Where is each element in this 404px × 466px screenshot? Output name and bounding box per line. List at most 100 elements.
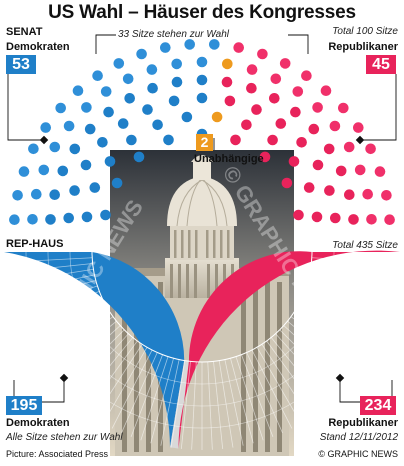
senate-seat-dem (55, 102, 66, 114)
senate-seat-dem (103, 106, 114, 118)
senate-seat-rep (335, 165, 347, 177)
senate-seat-rep (303, 182, 315, 193)
senate-seat-rep (354, 164, 366, 176)
senate-dem-label: Demokraten (6, 41, 70, 53)
senate-seat-rep (311, 211, 323, 223)
senate-seat-rep (308, 123, 320, 135)
senate-seat-rep (246, 64, 258, 75)
senate-seat-rep (281, 177, 293, 189)
senate-seat-dem (80, 159, 92, 171)
senate-seat-dem (92, 70, 103, 81)
senate-seat-ind (222, 58, 233, 70)
senate-seat-rep (374, 166, 386, 177)
senate-rep-label: Republikaner (328, 41, 398, 53)
senate-seat-rep (330, 212, 341, 224)
senate-seat-rep (230, 134, 241, 146)
senate-seat-rep (362, 188, 374, 200)
senate-seat-rep (365, 143, 376, 155)
senate-seat-dem (196, 92, 208, 104)
senate-seat-dem (49, 141, 61, 153)
senate-seat-dem (163, 134, 174, 146)
senate-seat-dem (27, 214, 38, 225)
senate-seat-dem (97, 137, 108, 148)
senate-seat-dem (18, 166, 30, 177)
brand-credit: © GRAPHIC NEWS (318, 449, 398, 459)
house-total: Total 435 Sitze (332, 240, 398, 251)
senate-seat-rep (270, 73, 282, 85)
senate-seat-dem (31, 188, 42, 200)
senate-chamber-chart (9, 39, 395, 225)
leader-markers (39, 135, 365, 383)
senate-ind-badge: 2 (196, 134, 213, 151)
senate-seat-dem (63, 120, 75, 132)
senate-seat-dem (104, 156, 116, 167)
senate-seat-rep (279, 58, 291, 69)
senate-seat-dem (142, 104, 153, 115)
senate-seat-rep (320, 85, 332, 96)
senate-seat-rep (324, 185, 335, 196)
senate-seat-rep (381, 190, 392, 201)
senate-seat-dem (57, 165, 69, 177)
house-ring (69, 251, 335, 385)
senate-seat-rep (301, 70, 312, 81)
senate-seat-dem (12, 190, 23, 201)
senate-seat-rep (338, 102, 349, 114)
senate-seat-ind (211, 111, 223, 123)
senate-seat-rep (348, 214, 359, 225)
senate-seat-dem (181, 111, 193, 123)
page-title: US Wahl – Häuser des Kongresses (48, 2, 356, 23)
senate-seat-rep (366, 214, 377, 225)
senate-seat-rep (296, 137, 307, 148)
senate-seat-dem (45, 214, 56, 225)
senate-seat-rep (251, 104, 262, 115)
senate-seat-dem (40, 122, 51, 133)
house-ring (25, 251, 379, 429)
senate-seat-rep (275, 118, 287, 129)
date-label: Stand 12/11/2012 (319, 432, 398, 443)
senate-dem-badge: 53 (6, 55, 36, 74)
photo-credit: Picture: Associated Press (6, 449, 109, 459)
senate-seat-dem (152, 119, 163, 131)
senate-seat-dem (113, 58, 125, 69)
senate-seat-rep (353, 122, 364, 133)
senate-heading: SENAT (6, 26, 43, 38)
senate-seat-rep (290, 106, 301, 118)
house-rep-segment (178, 250, 400, 449)
senate-seat-dem (122, 73, 134, 85)
senate-seat-dem (100, 209, 111, 221)
senate-seat-dem (28, 143, 39, 155)
house-heading: REP-HAUS (6, 238, 64, 250)
senate-seat-dem (124, 93, 135, 104)
senate-seat-rep (344, 189, 355, 200)
senate-seat-dem (184, 39, 195, 50)
senate-seat-dem (63, 212, 74, 224)
senate-seat-dem (171, 76, 183, 88)
senate-seat-dem (72, 85, 84, 96)
senate-seat-rep (323, 143, 335, 155)
senate-seat-dem (38, 164, 50, 176)
senate-seat-dem (81, 102, 92, 113)
senate-seat-dem (81, 211, 93, 223)
senate-seat-rep (293, 209, 304, 221)
house-chamber-chart (4, 250, 400, 450)
senate-seat-rep (343, 141, 355, 153)
senate-seat-rep (384, 214, 395, 225)
senate-seat-dem (133, 151, 145, 163)
senate-seat-rep (246, 82, 257, 94)
senate-seat-rep (221, 76, 233, 88)
house-rep-badge: 234 (360, 396, 396, 415)
senate-seat-dem (146, 64, 158, 75)
senate-seat-dem (69, 185, 80, 196)
senate-seat-rep (233, 42, 244, 53)
senate-seat-rep (267, 134, 278, 146)
senate-seat-rep (269, 93, 280, 104)
house-rep-label: Republikaner (328, 417, 398, 429)
senate-ind-label: Unabhängige (194, 153, 264, 165)
senate-up-label: 33 Sitze stehen zur Wahl (118, 29, 229, 40)
senate-rep-badge: 45 (366, 55, 396, 74)
senate-seat-rep (329, 120, 341, 132)
senate-seat-dem (147, 82, 158, 94)
senate-seat-rep (312, 102, 323, 113)
house-all-up-label: Alle Sitze stehen zur Wahl (6, 432, 123, 443)
